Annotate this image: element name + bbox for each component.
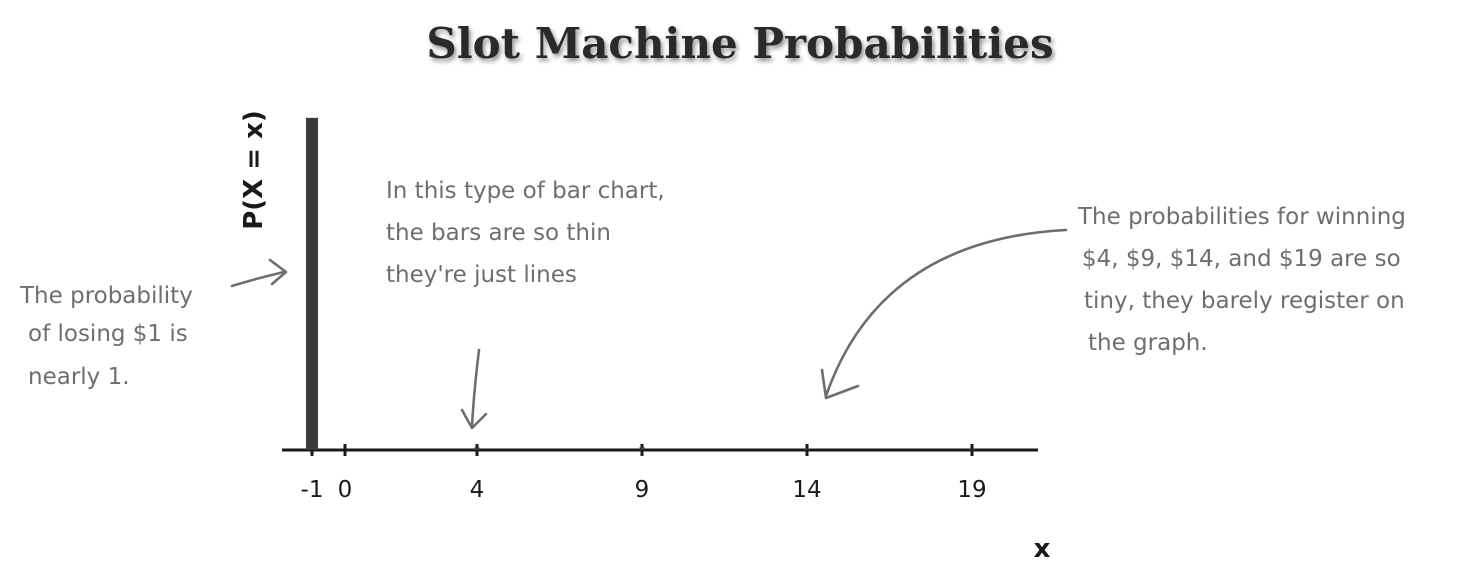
bars — [306, 117, 975, 450]
x-tick-label: 9 — [635, 477, 650, 503]
annotation-middle-line-2: the bars are so thin — [386, 220, 611, 246]
annotation-left: The probability of losing $1 is nearly 1… — [19, 258, 288, 390]
bar-x-14 — [804, 448, 810, 450]
annotation-right-line-3: tiny, they barely register on — [1084, 288, 1405, 314]
x-axis-label: x — [1034, 534, 1051, 564]
annotation-middle-line-3: they're just lines — [386, 262, 577, 288]
annotation-middle-arrowhead — [460, 408, 488, 430]
chart-title: Slot Machine Probabilities — [426, 19, 1053, 68]
x-tick-label: -1 — [301, 477, 324, 503]
annotation-right-line-1: The probabilities for winning — [1077, 204, 1406, 230]
annotation-left-line-1: The probability — [19, 283, 193, 309]
annotation-left-arrowhead — [268, 258, 288, 286]
y-axis-label: P(X = x) — [239, 110, 269, 230]
annotation-right-arrowhead — [820, 368, 860, 400]
annotation-left-arrow — [230, 270, 286, 288]
annotation-middle: In this type of bar chart, the bars are … — [386, 178, 665, 430]
annotation-left-line-3: nearly 1. — [28, 364, 130, 390]
bar-x-neg1 — [306, 117, 318, 450]
bar-x-4 — [474, 447, 480, 450]
bar-x-19 — [969, 448, 975, 450]
annotation-middle-arrow — [470, 348, 481, 428]
x-tick-label: 14 — [792, 477, 821, 503]
x-tick-label: 4 — [470, 477, 485, 503]
annotation-right-arrow — [824, 228, 1068, 398]
annotation-left-line-2: of losing $1 is — [28, 321, 188, 347]
annotation-right-line-2: $4, $9, $14, and $19 are so — [1082, 246, 1401, 272]
annotation-right: The probabilities for winning $4, $9, $1… — [820, 204, 1406, 400]
annotation-middle-line-1: In this type of bar chart, — [386, 178, 665, 204]
x-tick-label: 0 — [338, 477, 353, 503]
x-tick-label: 19 — [957, 477, 986, 503]
x-ticks: -1 0 4 9 14 19 — [301, 444, 987, 503]
annotation-right-line-4: the graph. — [1088, 330, 1208, 356]
bar-x-9 — [639, 447, 645, 450]
